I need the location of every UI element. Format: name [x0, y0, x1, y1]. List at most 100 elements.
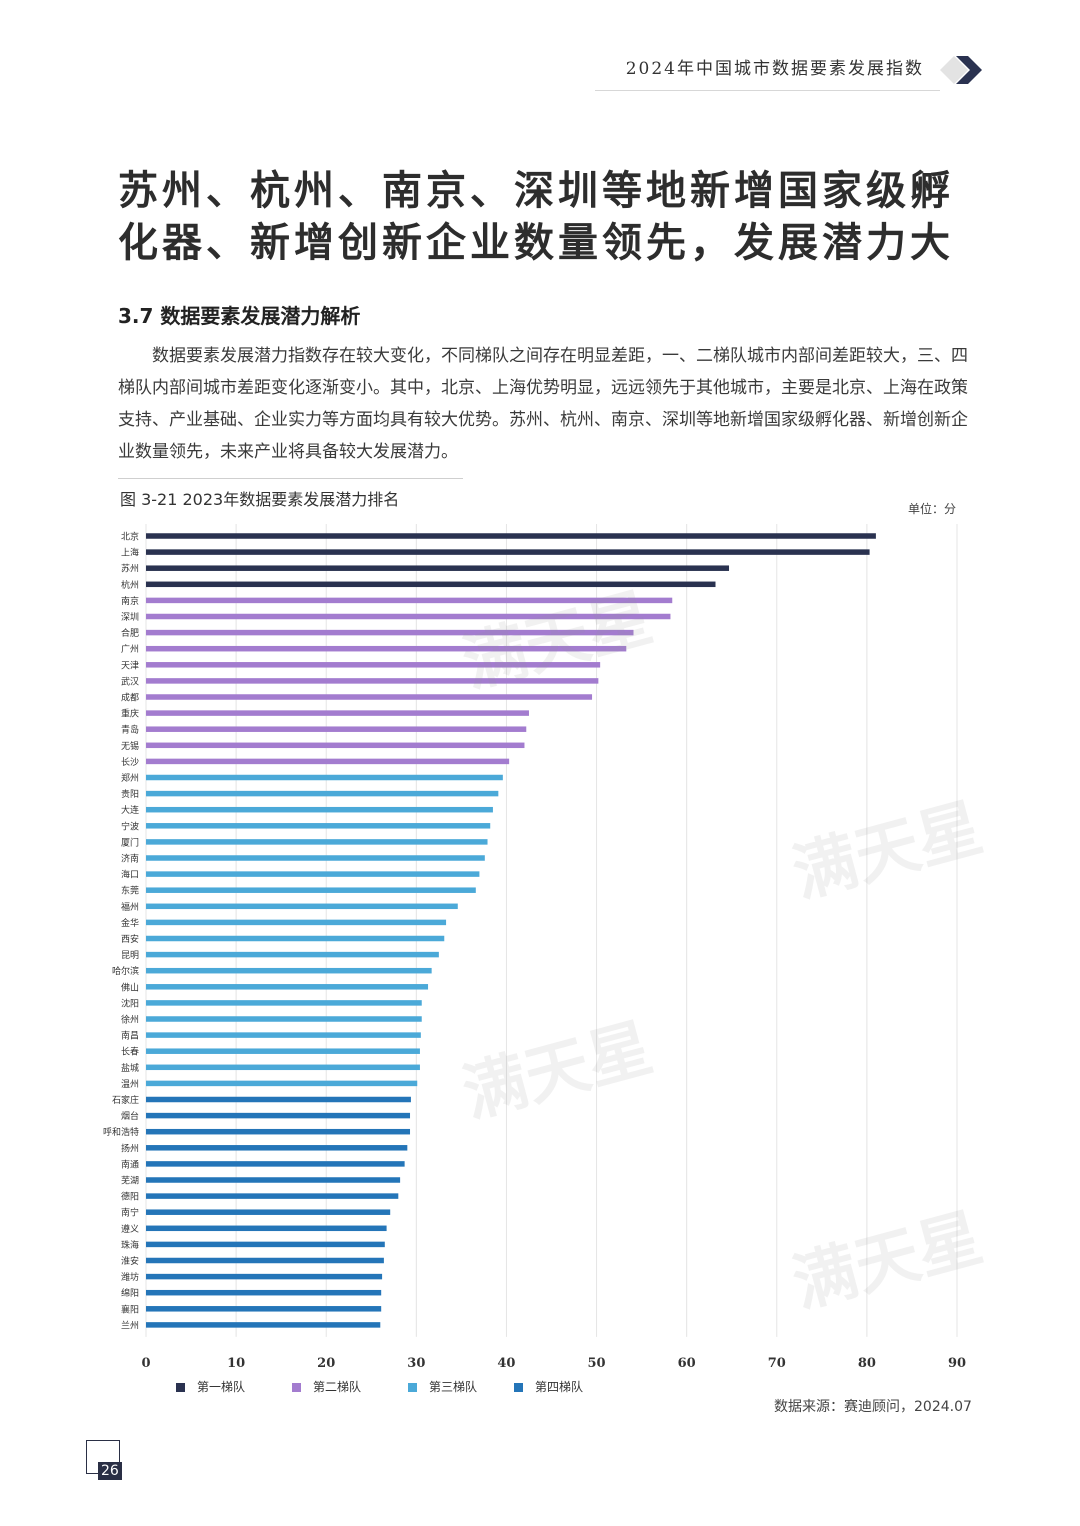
x-tick-label: 70 [768, 1356, 786, 1370]
legend-swatch-tier3 [408, 1383, 417, 1392]
category-label: 海口 [121, 869, 139, 881]
category-label: 大连 [121, 804, 139, 816]
legend-label-tier2: 第二梯队 [313, 1380, 362, 1394]
category-label: 芜湖 [121, 1175, 139, 1187]
body-paragraph: 数据要素发展潜力指数存在较大变化，不同梯队之间存在明显差距，一、二梯队城市内部间… [118, 340, 978, 468]
category-label: 济南 [121, 853, 139, 865]
x-tick-label: 20 [317, 1356, 335, 1370]
category-label: 广州 [121, 643, 139, 655]
ranking-bar-chart: 0 10 20 30 40 50 60 70 80 90 北京上海苏州杭州南京深圳合肥广州天津武汉成… [103, 524, 966, 1370]
category-label: 徐州 [121, 1014, 139, 1026]
bar [146, 1080, 418, 1087]
category-label: 昆明 [121, 950, 139, 961]
legend-item-tier4: 第四梯队 [514, 1378, 583, 1395]
category-label: 烟台 [121, 1110, 139, 1122]
bar [146, 678, 599, 684]
bar [146, 1193, 399, 1199]
bar [146, 919, 447, 926]
bar [146, 1306, 382, 1312]
category-label: 苏州 [121, 563, 139, 575]
main-title-line1: 苏州、杭州、南京、深圳等地新增国家级孵 [118, 167, 954, 214]
legend-label-tier3: 第三梯队 [429, 1380, 478, 1394]
bar [146, 984, 429, 990]
bar [146, 951, 439, 958]
bar [146, 1225, 387, 1232]
legend-label-tier1: 第一梯队 [197, 1380, 246, 1394]
x-tick-label: 10 [227, 1356, 245, 1370]
category-label: 厦门 [121, 836, 139, 848]
legend-item-tier1: 第一梯队 [176, 1378, 245, 1395]
bar [146, 967, 432, 974]
bar [146, 565, 730, 571]
bar [146, 887, 476, 893]
data-source: 数据来源：赛迪顾问，2024.07 [774, 1399, 972, 1415]
category-label: 南京 [121, 595, 139, 607]
bar [146, 710, 529, 716]
bar [146, 549, 870, 555]
category-label: 无锡 [121, 741, 139, 752]
category-label: 呼和浩特 [103, 1126, 139, 1138]
main-title-line2: 化器、新增创新企业数量领先，发展潜力大 [118, 219, 954, 266]
bar [146, 758, 510, 765]
bar [146, 1241, 385, 1248]
category-label: 西安 [121, 933, 139, 945]
bar [146, 871, 480, 877]
category-label: 哈尔滨 [112, 965, 139, 977]
category-label: 南通 [121, 1158, 139, 1170]
x-tick-label: 90 [948, 1356, 966, 1370]
category-label: 扬州 [121, 1142, 139, 1154]
chevron-logo-icon [940, 56, 982, 84]
bar [146, 823, 491, 829]
bar [146, 726, 527, 732]
category-label: 南宁 [121, 1207, 139, 1219]
legend-swatch-tier1 [176, 1383, 185, 1392]
category-label: 德阳 [121, 1191, 139, 1203]
caption-rule [118, 478, 463, 479]
category-label: 北京 [121, 531, 139, 543]
bar [146, 839, 488, 845]
category-label: 宁波 [121, 820, 139, 832]
category-label: 成都 [121, 692, 139, 704]
bar [146, 1257, 384, 1264]
category-label: 长春 [121, 1046, 139, 1058]
bar [146, 694, 593, 700]
legend-swatch-tier2 [292, 1383, 301, 1392]
bar [146, 1016, 422, 1022]
legend-item-tier2: 第二梯队 [292, 1378, 361, 1395]
category-label: 淮安 [121, 1255, 139, 1267]
bar [146, 613, 671, 620]
category-label: 遵义 [121, 1223, 139, 1235]
category-label: 襄阳 [121, 1303, 139, 1315]
bar [146, 597, 673, 604]
x-tick-label: 0 [141, 1356, 150, 1370]
category-label: 合肥 [121, 627, 139, 639]
category-label: 温州 [121, 1079, 139, 1090]
x-tick-label: 40 [497, 1356, 515, 1370]
legend-item-tier3: 第三梯队 [408, 1378, 477, 1395]
category-label: 郑州 [121, 772, 139, 784]
bar [146, 1145, 408, 1151]
bar [146, 1322, 381, 1328]
category-label: 盐城 [121, 1062, 139, 1074]
category-label: 天津 [121, 660, 139, 671]
page-header: 2024年中国城市数据要素发展指数 [0, 50, 1080, 91]
bar [146, 903, 458, 910]
x-tick-label: 80 [858, 1356, 876, 1370]
category-label: 佛山 [121, 981, 139, 993]
category-label: 绵阳 [121, 1287, 139, 1299]
page-number: 26 [98, 1462, 122, 1480]
bar [146, 1273, 383, 1280]
category-label: 重庆 [121, 708, 139, 720]
category-label: 珠海 [121, 1239, 139, 1251]
bar [146, 1112, 411, 1119]
bar [146, 629, 634, 636]
category-label: 金华 [121, 917, 139, 929]
bar [146, 1000, 422, 1006]
section-title: 3.7 数据要素发展潜力解析 [118, 304, 361, 328]
category-label: 长沙 [121, 756, 139, 768]
legend-swatch-tier4 [514, 1383, 523, 1392]
bar [146, 742, 525, 749]
x-tick-label: 50 [588, 1356, 606, 1370]
category-label: 杭州 [121, 579, 139, 591]
x-tick-label: 30 [407, 1356, 425, 1370]
